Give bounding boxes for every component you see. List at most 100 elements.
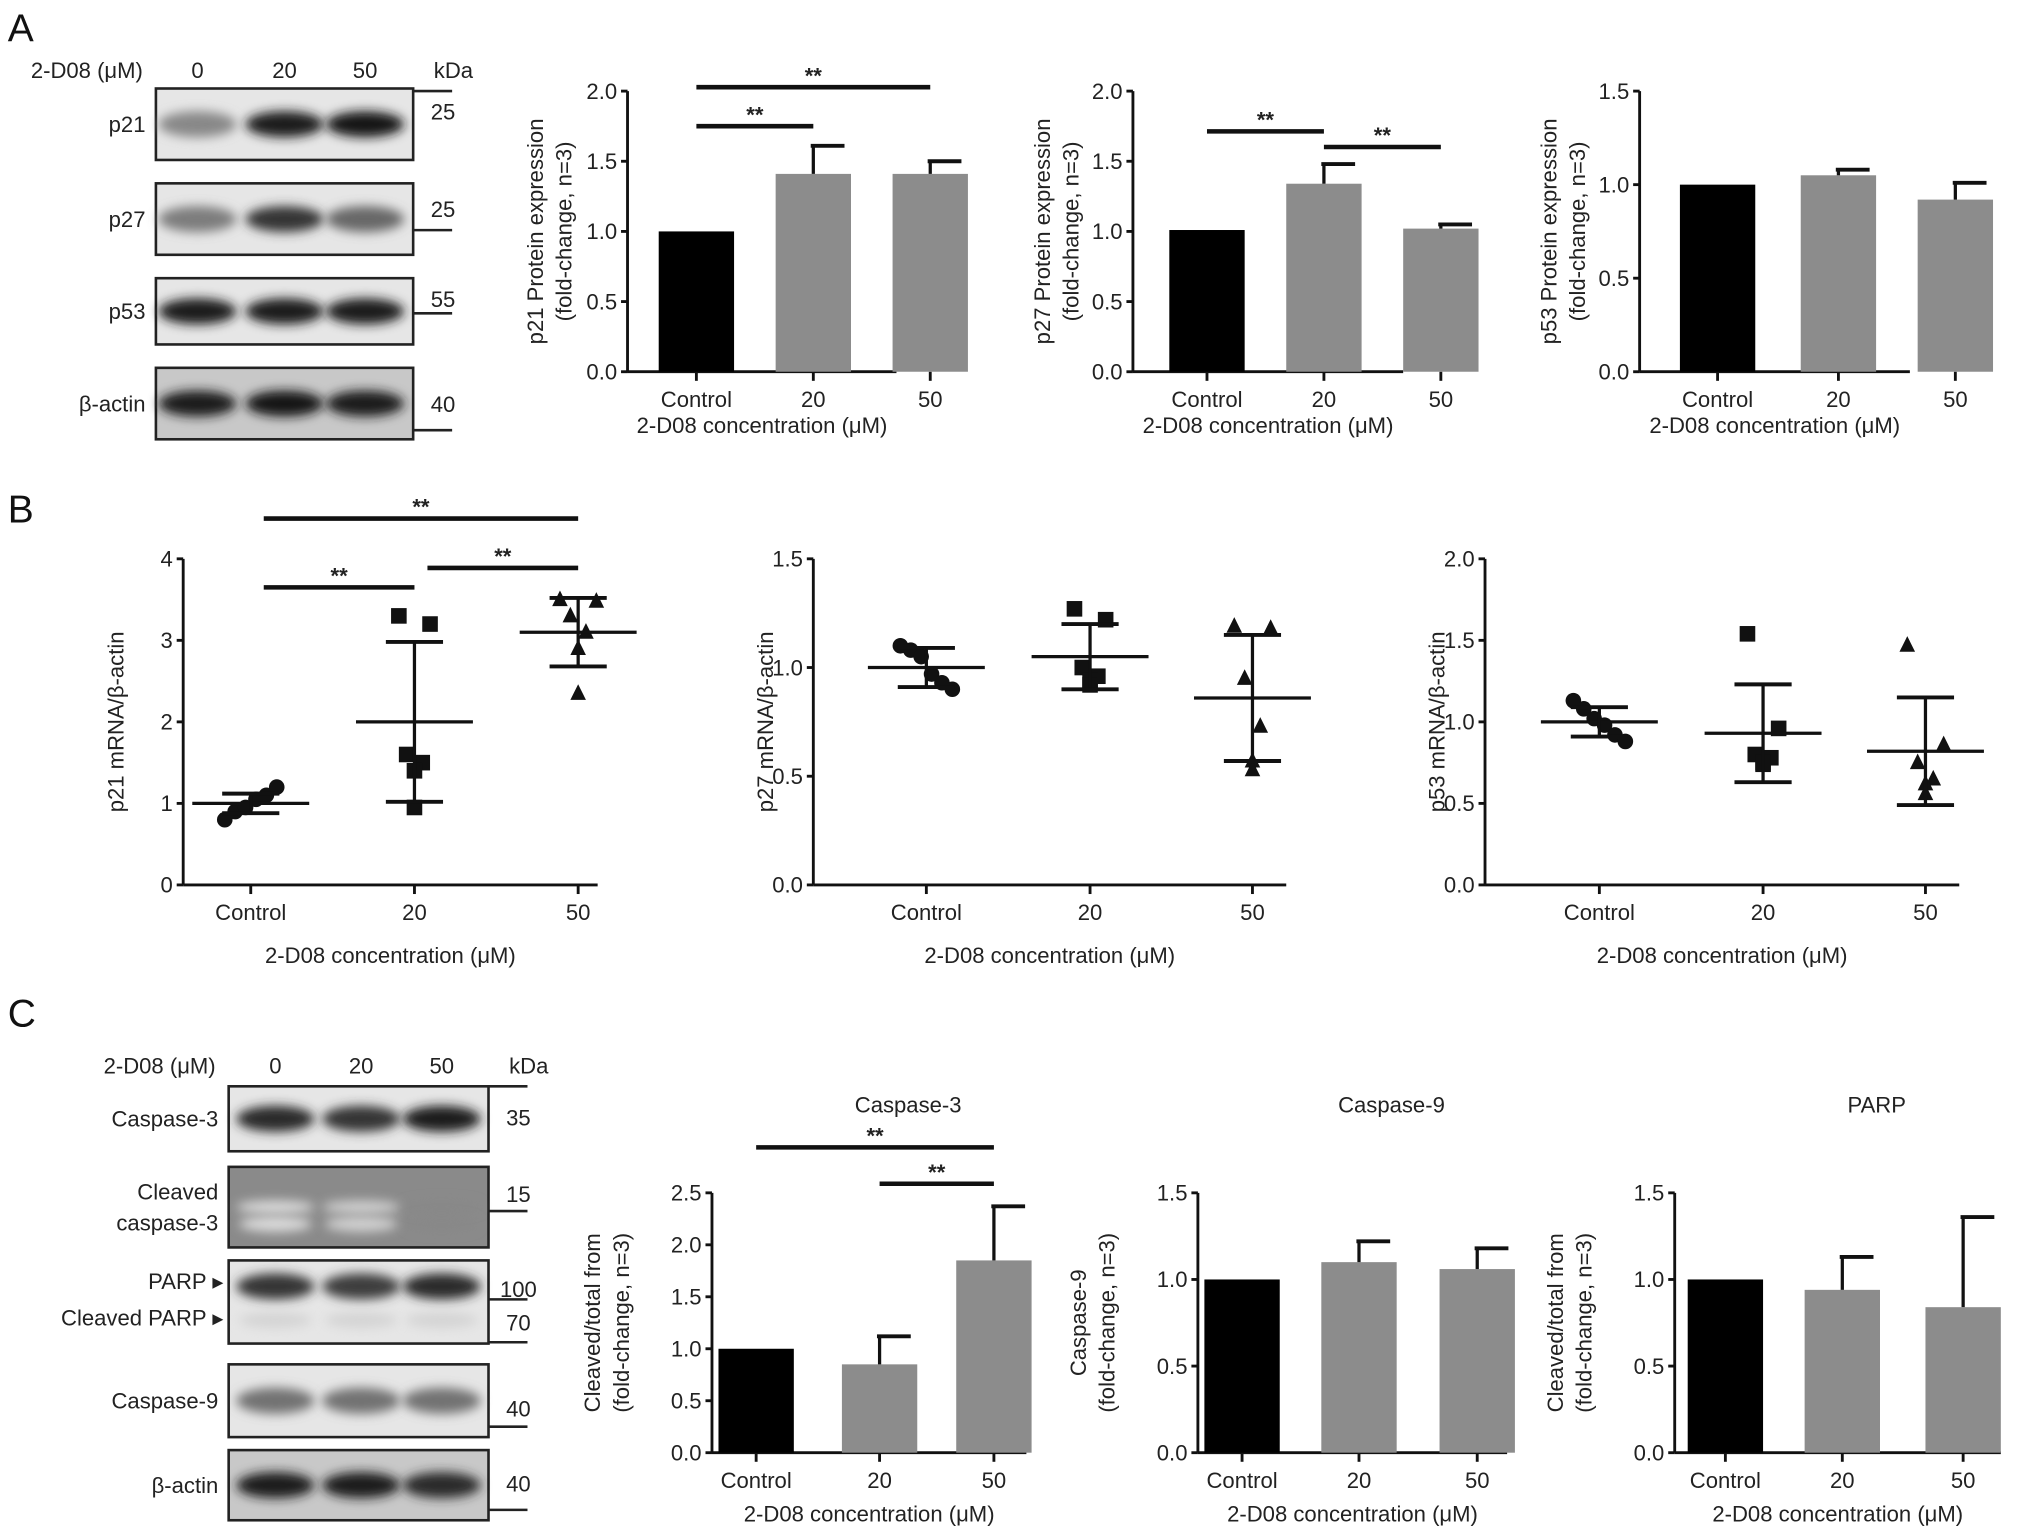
x-tick-label: 20 [1826, 387, 1851, 412]
blot-band [405, 1312, 479, 1328]
blot-band [245, 206, 324, 233]
blot-kda-label: 15 [506, 1182, 531, 1207]
y-axis-label: p21 mRNA/β-actin [103, 631, 128, 812]
bar [1925, 1307, 2001, 1453]
data-point [588, 592, 605, 608]
blot-membrane [227, 1259, 490, 1345]
bar [775, 173, 851, 372]
bar-chart: 0.0 0.5 1.0 1.5 2.0 Control 20 50 2-D08 concentr… [1030, 79, 1479, 438]
blot-band [326, 298, 405, 325]
bar-chart: 0.0 0.5 1.0 1.5 2.0 2.5 Control 20 50 2-D08 conce… [580, 1092, 1032, 1527]
y-tick-label: 0.0 [1634, 1440, 1665, 1465]
y-axis-label: (fold-change, n=3) [1565, 142, 1590, 322]
y-tick-label: 0.5 [772, 764, 803, 789]
blot-row-label: p53 [109, 299, 146, 324]
bar [1321, 1262, 1397, 1453]
data-point [1074, 659, 1091, 676]
blot-band [245, 111, 324, 138]
y-tick-label: 1.0 [586, 219, 617, 244]
x-tick-label: Control [661, 387, 732, 412]
data-point [1739, 626, 1756, 642]
blot-band [326, 111, 405, 138]
x-tick-label: 20 [1751, 900, 1776, 925]
y-tick-label: 2.5 [671, 1181, 702, 1206]
bar-chart: 0.0 0.5 1.0 1.5 Control 20 50 2-D08 concentrati… [1066, 1092, 1515, 1527]
blot-band [245, 390, 324, 417]
y-tick-label: 0.5 [1599, 266, 1630, 291]
data-point [1909, 753, 1926, 770]
western-blot: 2-D08 (μM) 0 20 50 kDa Caspase-3 35 Cleaved casp… [61, 1053, 549, 1522]
x-tick-label: 50 [918, 387, 943, 412]
blot-band [322, 1105, 401, 1132]
blot-row-label: Caspase-3 [111, 1107, 218, 1132]
blot-band [236, 1200, 315, 1214]
y-axis-label: p53 mRNA/β-actin [1425, 631, 1450, 812]
bar [1286, 183, 1362, 372]
blot-band [322, 1472, 401, 1499]
x-tick-label: 20 [402, 900, 427, 925]
y-tick-label: 1.5 [1599, 79, 1630, 104]
bar [1800, 175, 1877, 372]
x-tick-label: 50 [982, 1468, 1007, 1493]
x-tick-label: Control [891, 900, 962, 925]
blot-kda-label: 35 [506, 1105, 531, 1130]
blot-row-label: Cleaved PARP ▸ [61, 1305, 223, 1330]
x-tick-label: 50 [1465, 1468, 1490, 1493]
blot-lane-label: 20 [272, 58, 297, 83]
x-tick-label: 20 [1347, 1468, 1372, 1493]
y-tick-label: 0.0 [1444, 873, 1475, 898]
x-axis-label: 2-D08 concentration (μM) [1649, 413, 1900, 438]
blot-band [402, 1105, 481, 1132]
scatter-chart: 0 1 2 3 4 Control 20 50 2-D08 concentration (μM)… [103, 495, 637, 968]
y-tick-label: 2.0 [1092, 79, 1123, 104]
western-blot: 2-D08 (μM) 0 20 50 kDa p21 25 p27 25 p53 55 β-actin… [31, 58, 474, 441]
blot-kda-label: 55 [431, 287, 456, 312]
y-tick-label: 0.0 [1092, 360, 1123, 385]
blot-band [322, 1273, 401, 1300]
blot-row: Caspase-3 35 [111, 1085, 531, 1153]
data-point [391, 608, 407, 624]
y-tick-label: 0.0 [1157, 1440, 1188, 1465]
blot-kda-label: 40 [506, 1396, 531, 1421]
x-axis-label: 2-D08 concentration (μM) [1143, 413, 1394, 438]
blot-band [158, 390, 237, 417]
x-tick-label: 20 [1830, 1468, 1855, 1493]
blot-row-label: Caspase-9 [111, 1389, 218, 1414]
blot-band [324, 1312, 398, 1328]
x-tick-label: 50 [1951, 1468, 1976, 1493]
blot-header-label: 2-D08 (μM) [104, 1053, 216, 1078]
significance-label: ** [412, 495, 430, 520]
y-tick-label: 1.5 [772, 547, 803, 572]
data-point [944, 681, 961, 698]
chart-title: Caspase-3 [855, 1092, 962, 1117]
blot-lane-label: 0 [191, 58, 203, 83]
blot-row: p53 55 [109, 276, 456, 346]
bar [658, 231, 735, 372]
y-tick-label: 1 [161, 791, 173, 816]
blot-band [236, 1273, 315, 1300]
significance-label: ** [746, 102, 764, 127]
data-point [562, 606, 579, 623]
bar [1687, 1279, 1764, 1453]
y-axis-label: (fold-change, n=3) [1058, 142, 1083, 322]
blot-band [326, 390, 405, 417]
x-tick-label: Control [215, 900, 286, 925]
y-tick-label: 0.0 [1599, 360, 1630, 385]
x-tick-label: 50 [1943, 387, 1968, 412]
y-tick-label: 1.5 [1634, 1181, 1665, 1206]
data-point [422, 616, 438, 632]
x-tick-label: 50 [1429, 387, 1454, 412]
blot-band [402, 1387, 481, 1414]
x-axis-label: 2-D08 concentration (μM) [1227, 1502, 1478, 1527]
significance-label: ** [331, 564, 349, 589]
significance-label: ** [1257, 107, 1275, 132]
scatter-chart: 0.0 0.5 1.0 1.5 2.0 Control 20 50 2-D08 concentr… [1425, 547, 1984, 968]
y-tick-label: 0.5 [671, 1389, 702, 1414]
blot-row: p27 25 [109, 182, 455, 257]
panel-label-b: B [8, 488, 34, 531]
blot-kda-label: 100 [500, 1277, 537, 1302]
y-tick-label: 2.0 [586, 79, 617, 104]
blot-lane-label: 0 [269, 1053, 281, 1078]
x-tick-label: Control [1206, 1468, 1277, 1493]
x-tick-label: 20 [867, 1468, 892, 1493]
